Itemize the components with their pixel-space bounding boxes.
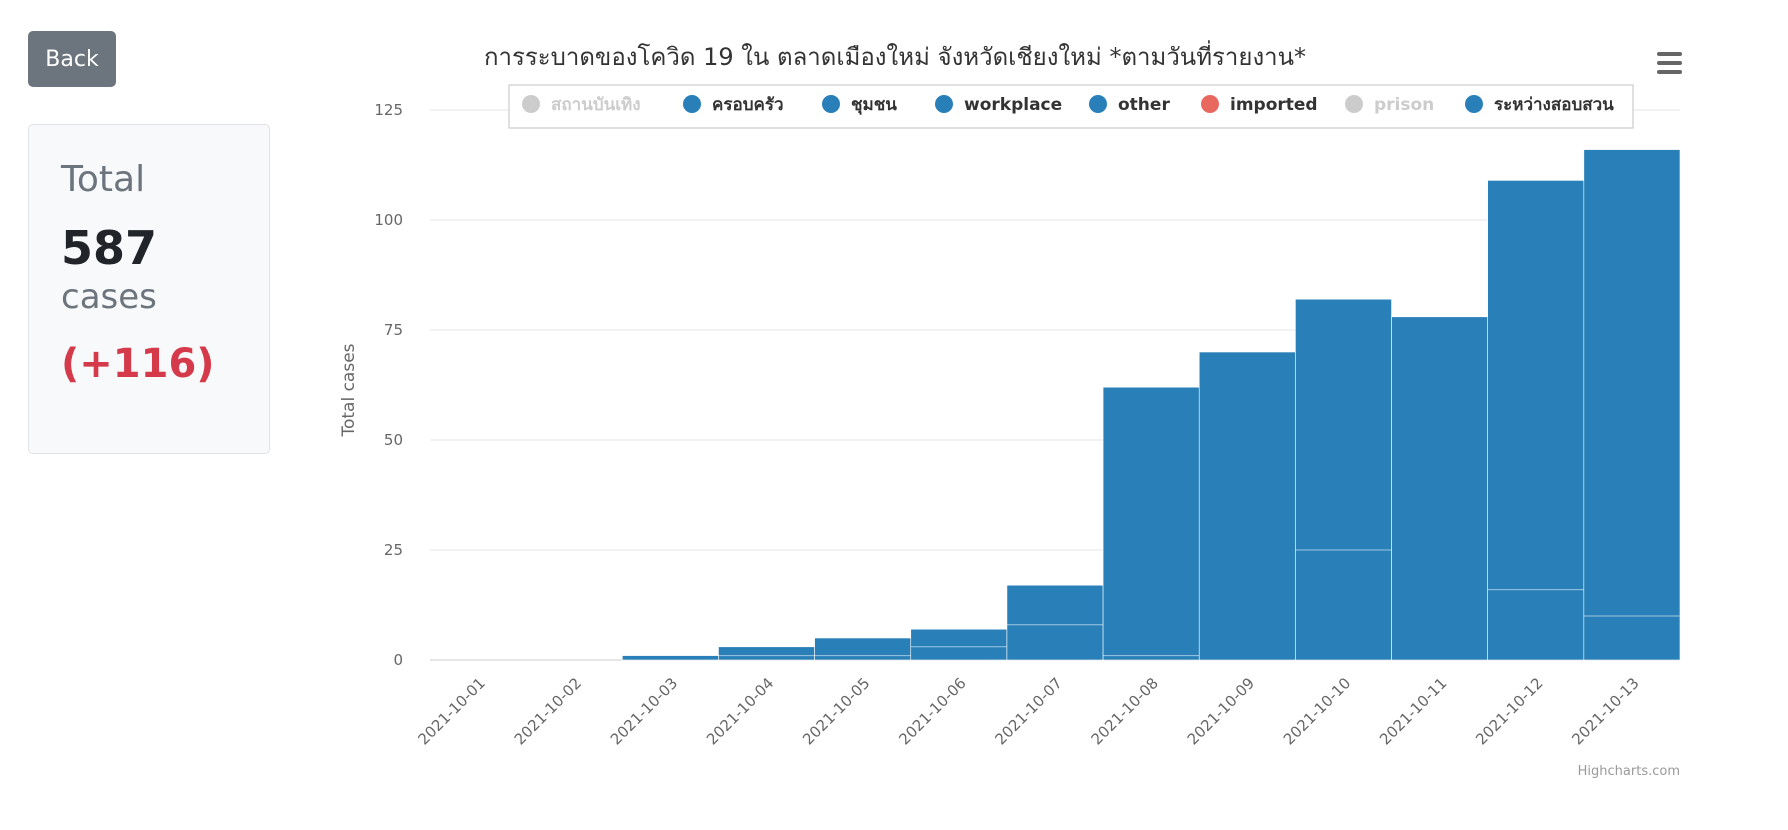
total-unit: cases	[61, 277, 157, 317]
x-tick-label: 2021-10-10	[1280, 674, 1354, 748]
bar[interactable]	[1391, 316, 1488, 661]
legend-item[interactable]: ครอบครัว	[683, 95, 784, 115]
legend-item[interactable]: สถานบันเทิง	[522, 95, 641, 115]
total-summary-card: Total 587 cases (+116)	[28, 124, 270, 454]
legend-marker	[935, 95, 953, 113]
bar[interactable]	[1102, 386, 1200, 661]
y-axis-ticks: 0 25 50 75 100 125	[374, 101, 403, 669]
y-tick-label: 125	[374, 101, 403, 119]
legend-label: imported	[1230, 95, 1318, 115]
legend-marker	[683, 95, 701, 113]
legend-item[interactable]: prison	[1345, 95, 1434, 115]
bar[interactable]	[1583, 149, 1681, 661]
bar[interactable]	[910, 628, 1008, 661]
legend-marker	[1465, 95, 1483, 113]
y-tick-label: 75	[384, 321, 403, 339]
x-tick-label: 2021-10-06	[895, 674, 969, 748]
legend-label: prison	[1374, 95, 1434, 115]
y-tick-label: 25	[384, 541, 403, 559]
y-tick-label: 100	[374, 211, 403, 229]
x-tick-label: 2021-10-07	[991, 674, 1065, 748]
legend-label: ครอบครัว	[712, 95, 784, 115]
back-button[interactable]: Back	[28, 31, 116, 87]
total-value: 587	[61, 221, 158, 275]
legend: สถานบันเทิง ครอบครัว ชุมชน workplace other im…	[508, 84, 1634, 129]
bar[interactable]	[622, 655, 719, 661]
x-tick-label: 2021-10-01	[415, 674, 489, 748]
x-tick-label: 2021-10-09	[1184, 674, 1258, 748]
bar[interactable]	[814, 637, 912, 661]
chart-title: การระบาดของโควิด 19 ใน ตลาดเมืองใหม่ จัง…	[484, 40, 1306, 71]
y-tick-label: 50	[384, 431, 403, 449]
legend-item[interactable]: workplace	[935, 95, 1062, 115]
legend-label: ชุมชน	[851, 95, 897, 115]
menu-icon[interactable]	[1657, 52, 1682, 74]
bar[interactable]	[1006, 584, 1104, 661]
legend-marker	[1345, 95, 1363, 113]
legend-item[interactable]: other	[1089, 95, 1170, 115]
x-tick-label: 2021-10-04	[703, 674, 777, 748]
bar[interactable]	[1295, 298, 1392, 661]
x-tick-label: 2021-10-11	[1376, 674, 1450, 748]
legend-label: other	[1118, 95, 1170, 115]
x-tick-label: 2021-10-02	[511, 674, 585, 748]
new-cases-badge: (+116)	[61, 341, 215, 387]
x-tick-label: 2021-10-05	[799, 674, 873, 748]
total-label: Total	[61, 159, 146, 200]
bar[interactable]	[1198, 351, 1296, 661]
highcharts-credit[interactable]: Highcharts.com	[1578, 764, 1680, 779]
x-tick-label: 2021-10-08	[1088, 674, 1162, 748]
legend-marker	[822, 95, 840, 113]
legend-item[interactable]: ชุมชน	[822, 95, 897, 115]
legend-label: workplace	[964, 95, 1062, 115]
x-tick-label: 2021-10-03	[607, 674, 681, 748]
legend-label: สถานบันเทิง	[551, 95, 641, 115]
legend-item[interactable]: imported	[1201, 95, 1318, 115]
x-tick-label: 2021-10-13	[1568, 674, 1642, 748]
bar[interactable]	[718, 646, 815, 661]
legend-label: ระหว่างสอบสวน	[1494, 95, 1614, 115]
legend-marker	[522, 95, 540, 113]
y-axis-title: Total cases	[339, 343, 359, 437]
x-tick-label: 2021-10-12	[1472, 674, 1546, 748]
legend-item[interactable]: ระหว่างสอบสวน	[1465, 95, 1614, 115]
legend-box	[508, 84, 1634, 129]
y-tick-label: 0	[393, 651, 403, 669]
legend-marker	[1201, 95, 1219, 113]
x-axis-ticks: 2021-10-01 2021-10-02 2021-10-03 2021-10-04…	[415, 674, 1643, 748]
bar[interactable]	[1487, 180, 1585, 661]
bars	[622, 149, 1681, 661]
legend-marker	[1089, 95, 1107, 113]
